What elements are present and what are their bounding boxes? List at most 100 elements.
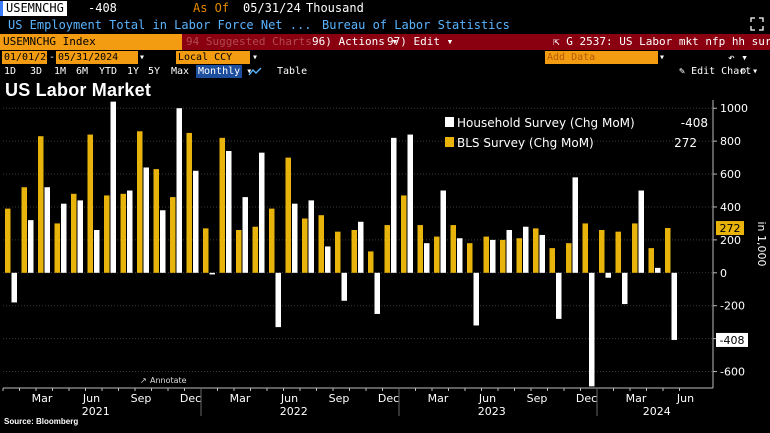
command-bar: USEMNCHG Index 94 Suggested Charts 96) A… <box>0 34 770 50</box>
chevron-down-icon[interactable]: ▾ <box>741 51 748 64</box>
period-ytd[interactable]: YTD <box>99 66 118 77</box>
x-year-label: 2024 <box>643 405 671 416</box>
bar-bls <box>236 230 242 273</box>
add-data-input[interactable]: Add Data <box>545 51 658 64</box>
bar-household <box>259 152 265 273</box>
bar-bls <box>533 228 539 273</box>
gear-icon[interactable]: ⚙ <box>740 66 747 77</box>
bar-bls <box>417 225 423 273</box>
start-date-input[interactable]: 01/01/2021 <box>2 51 65 64</box>
x-tick-label: Jun <box>478 392 496 405</box>
end-date-input[interactable]: 05/31/2024 <box>56 51 138 64</box>
bar-bls <box>318 215 324 273</box>
bar-household <box>292 203 298 273</box>
annotate-control[interactable]: ↗ Annotate <box>140 376 187 385</box>
source-footer: Source: Bloomberg <box>4 417 79 426</box>
expand-icon[interactable] <box>750 17 764 31</box>
y-tick-label: 1000 <box>720 102 748 115</box>
table-button[interactable]: Table <box>277 66 308 77</box>
bar-bls <box>38 136 44 273</box>
x-tick-label: Mar <box>428 392 449 405</box>
undo-icon[interactable]: ↶ <box>728 51 735 64</box>
bar-household <box>242 197 248 273</box>
bar-household <box>671 272 677 340</box>
date-separator: - <box>49 52 56 63</box>
bar-bls <box>5 208 11 273</box>
last-value: -408 <box>88 1 117 15</box>
security-header-row: USEMNCHG -408 As Of 05/31/24 Thousand <box>0 0 770 17</box>
bar-household <box>490 239 496 273</box>
bar-household <box>209 272 215 275</box>
chevron-down-icon: ▾ <box>446 35 454 48</box>
chart-settings-controls[interactable]: ⚙ ▾ <box>740 65 758 78</box>
period-max[interactable]: Max <box>171 66 190 77</box>
edit-chart-label: Edit Chart <box>691 66 752 77</box>
bar-bls <box>368 251 374 273</box>
y-tick-label: -600 <box>720 366 745 379</box>
bar-household <box>539 234 545 273</box>
bar-bls <box>219 137 225 273</box>
y-tick-label: 800 <box>720 135 741 148</box>
bar-bls <box>269 208 275 273</box>
x-tick-label: Jun <box>82 392 100 405</box>
period-5y[interactable]: 5Y <box>148 66 161 77</box>
bar-bls <box>599 230 605 273</box>
x-tick-label: Sep <box>527 392 548 405</box>
x-tick-label: Sep <box>329 392 350 405</box>
chart-legend: Household Survey (Chg MoM) -408 BLS Surv… <box>445 116 708 150</box>
undo-redo-controls[interactable]: ↶ ▾ <box>728 51 748 64</box>
bar-household <box>374 272 380 314</box>
bar-bls <box>302 218 308 273</box>
bar-household <box>11 272 17 303</box>
external-link-icon[interactable]: ⇱ <box>553 35 560 48</box>
page-title: US Labor Market <box>5 80 152 100</box>
as-of-date: 05/31/24 <box>243 1 301 15</box>
bar-household <box>77 200 83 273</box>
chevron-down-icon[interactable]: ▾ <box>659 52 666 63</box>
bar-household <box>28 220 34 273</box>
y-tick-label: -200 <box>720 300 745 313</box>
chevron-down-icon[interactable]: ▾ <box>252 52 259 63</box>
line-chart-icon[interactable] <box>248 67 262 76</box>
x-year-label: 2021 <box>82 405 110 416</box>
calendar-dropdown-icon[interactable]: ▾ <box>139 52 146 63</box>
bar-bls <box>665 228 671 273</box>
suggested-charts-button[interactable]: 94 Suggested Charts <box>186 35 312 48</box>
bar-household <box>308 200 314 273</box>
frequency-select[interactable]: Monthly ▾ <box>196 65 252 78</box>
period-3d[interactable]: 3D <box>30 66 43 77</box>
period-1y[interactable]: 1Y <box>127 66 140 77</box>
chevron-down-icon: ▾ <box>391 35 399 48</box>
bar-bls <box>170 197 176 273</box>
bar-bls <box>516 238 522 273</box>
bar-household <box>556 272 562 319</box>
edit-chart-button[interactable]: ✎ Edit Chart <box>679 65 751 78</box>
bar-household <box>275 272 281 328</box>
bar-household <box>193 170 199 273</box>
bar-bls <box>648 248 654 273</box>
y-axis-title: in 1,000 <box>755 221 768 266</box>
period-row: 1D 3D 1M 6M YTD 1Y 5Y Max Monthly ▾ Tabl… <box>0 65 770 78</box>
y-tick-label: 600 <box>720 168 741 181</box>
period-1m[interactable]: 1M <box>54 66 67 77</box>
bar-bls <box>285 157 291 273</box>
y-tick-label: 400 <box>720 201 741 214</box>
currency-select[interactable]: Local CCY <box>176 51 250 64</box>
annotate-label: Annotate <box>150 376 187 385</box>
period-6m[interactable]: 6M <box>76 66 89 77</box>
bar-household <box>523 226 529 273</box>
actions-menu[interactable]: 96) Actions ▾ <box>312 34 398 50</box>
chevron-down-icon[interactable]: ▾ <box>752 66 759 77</box>
index-field[interactable]: USEMNCHG Index <box>0 34 182 50</box>
legend-label-household: Household Survey (Chg MoM) <box>457 116 635 130</box>
bar-bls <box>549 248 555 273</box>
edit-menu[interactable]: 97) Edit ▾ <box>387 34 453 50</box>
y-tick-label: 0 <box>720 267 727 280</box>
x-tick-label: Sep <box>131 392 152 405</box>
x-tick-label: Jun <box>676 392 694 405</box>
ticker-field[interactable]: USEMNCHG <box>0 1 67 16</box>
period-1d[interactable]: 1D <box>4 66 17 77</box>
bar-bls <box>71 193 77 273</box>
